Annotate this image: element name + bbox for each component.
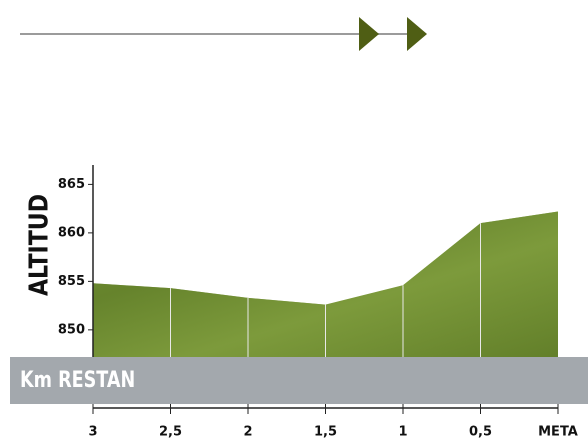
- x-tick-label: 2: [243, 425, 252, 440]
- elevation-texture: [93, 211, 558, 357]
- x-tick-label: 1: [398, 425, 407, 440]
- x-tick-label: 0,5: [469, 425, 492, 440]
- label-band: [10, 357, 588, 404]
- x-tick-label: META: [538, 425, 578, 440]
- x-tick-label: 3: [88, 425, 97, 440]
- y-tick-label: 860: [58, 225, 85, 240]
- top-decoration: [20, 17, 427, 51]
- y-tick-label: 855: [58, 274, 85, 289]
- x-tick-label: 2,5: [159, 425, 182, 440]
- x-tick-label: 1,5: [314, 425, 337, 440]
- y-axis-label: ALTITUD: [24, 194, 54, 296]
- y-tick-label: 865: [58, 177, 85, 192]
- y-tick-label: 850: [58, 322, 85, 337]
- plot: [93, 211, 558, 357]
- x-axis-label: Km RESTAN: [20, 367, 135, 392]
